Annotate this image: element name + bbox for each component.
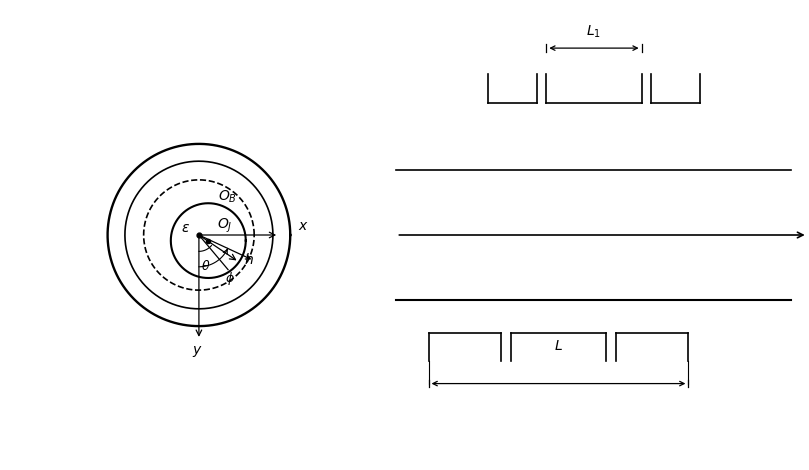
Text: $\theta$: $\theta$ <box>201 259 210 273</box>
Text: $L_1$: $L_1$ <box>587 24 601 39</box>
Text: $h$: $h$ <box>244 252 253 267</box>
Text: $y$: $y$ <box>192 344 202 359</box>
Text: $\epsilon$: $\epsilon$ <box>180 221 189 235</box>
Text: $O_B$: $O_B$ <box>218 188 237 204</box>
Text: $\phi$: $\phi$ <box>225 270 235 287</box>
Text: $O_J$: $O_J$ <box>217 217 232 235</box>
Text: $L$: $L$ <box>554 339 563 352</box>
Text: $x$: $x$ <box>298 219 308 233</box>
